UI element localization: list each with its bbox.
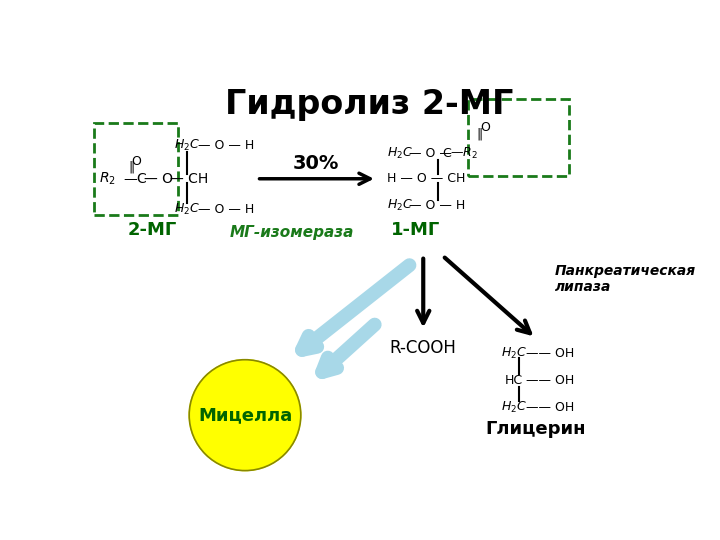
- Text: $R_2$: $R_2$: [99, 171, 116, 187]
- Text: — O: — O: [144, 172, 174, 186]
- Circle shape: [189, 360, 301, 470]
- Text: O: O: [480, 122, 490, 134]
- Text: $—$C: $—$C: [122, 172, 148, 186]
- Text: —— OH: —— OH: [526, 374, 574, 387]
- Bar: [468, 99, 569, 177]
- Text: C: C: [443, 147, 451, 160]
- Text: $H_2C$: $H_2C$: [500, 400, 527, 415]
- Text: МГ-изомераза: МГ-изомераза: [229, 225, 354, 240]
- Text: — O — H: — O — H: [199, 203, 255, 216]
- Text: O: O: [132, 154, 141, 167]
- Text: 1-МГ: 1-МГ: [391, 221, 440, 239]
- Text: — O — H: — O — H: [199, 139, 255, 152]
- Text: — O — H: — O — H: [409, 199, 466, 212]
- Text: 2-МГ: 2-МГ: [127, 221, 176, 239]
- Text: 30%: 30%: [293, 154, 340, 173]
- Text: ‖: ‖: [477, 127, 483, 140]
- Text: $H_2C$: $H_2C$: [174, 138, 199, 153]
- Text: Гидролиз 2-МГ: Гидролиз 2-МГ: [225, 88, 513, 121]
- Text: Глицерин: Глицерин: [485, 420, 586, 438]
- Text: $— R_2$: $— R_2$: [451, 146, 478, 161]
- Text: — CH: — CH: [170, 172, 208, 186]
- Text: $H_2C$: $H_2C$: [387, 198, 413, 213]
- Bar: [94, 123, 178, 215]
- Text: —— OH: —— OH: [526, 347, 574, 360]
- Text: $H_2C$: $H_2C$: [174, 202, 199, 217]
- Text: R-COOH: R-COOH: [390, 339, 456, 357]
- Text: $H_2C$: $H_2C$: [387, 146, 413, 161]
- Text: HC: HC: [505, 374, 523, 387]
- Text: H — O — CH: H — O — CH: [387, 172, 465, 185]
- Text: Панкреатическая
липаза: Панкреатическая липаза: [555, 264, 696, 294]
- Text: —— OH: —— OH: [526, 401, 574, 414]
- Text: — O —: — O —: [409, 147, 452, 160]
- Text: $H_2C$: $H_2C$: [500, 346, 527, 361]
- Text: ‖: ‖: [129, 161, 135, 174]
- Text: Мицелла: Мицелла: [198, 406, 292, 424]
